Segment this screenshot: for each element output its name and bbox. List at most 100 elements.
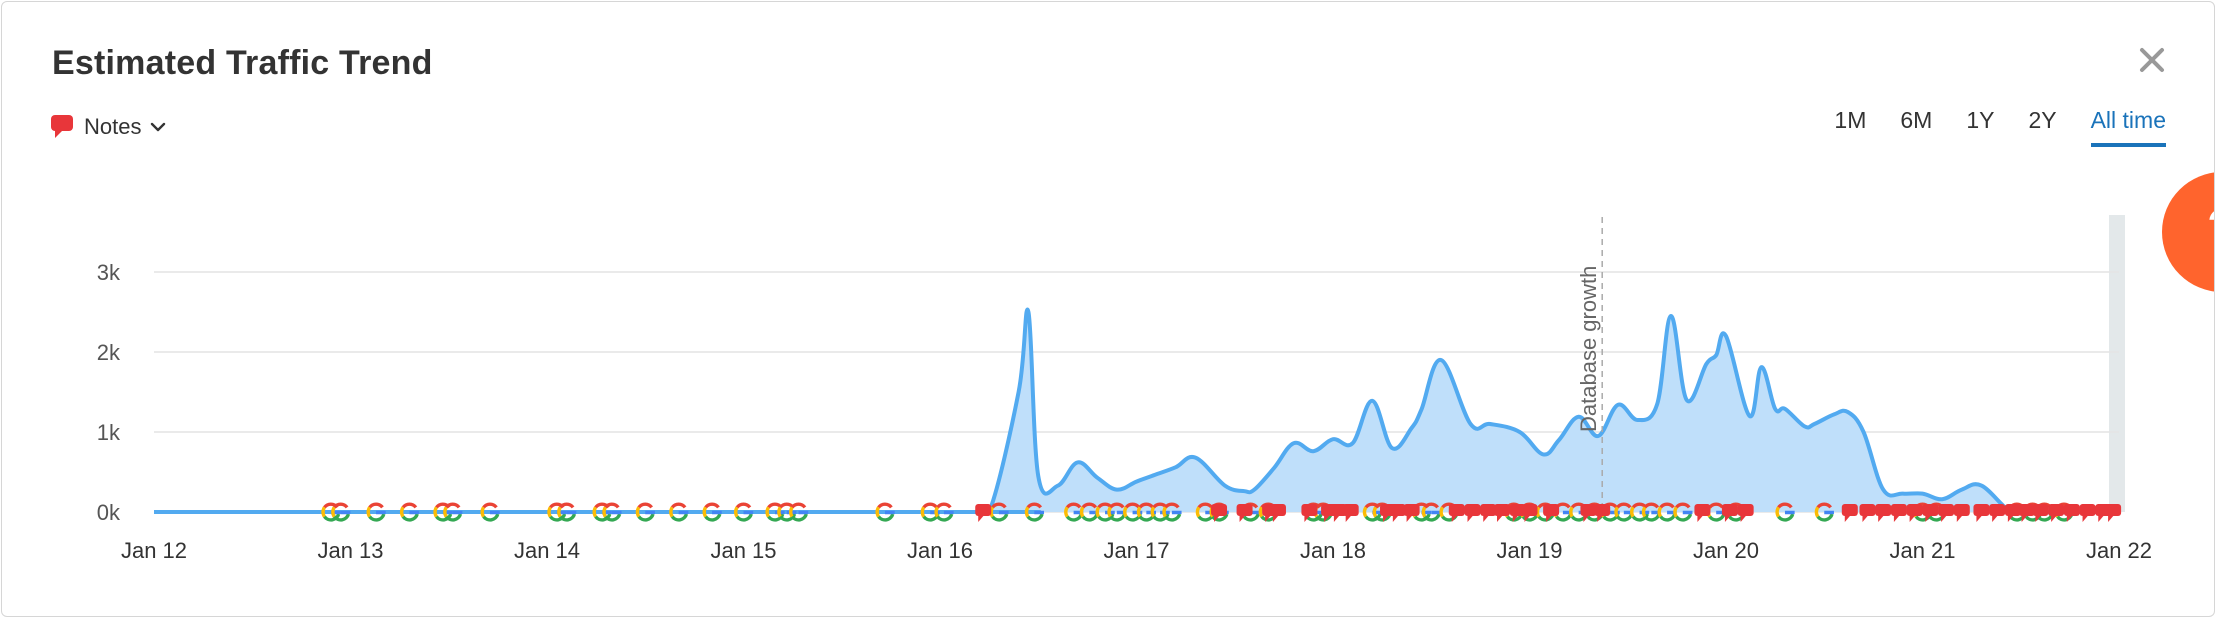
google-update-marker[interactable]: [934, 502, 954, 522]
tab-all-time[interactable]: All time: [2090, 107, 2166, 147]
note-marker[interactable]: [1694, 504, 1711, 522]
note-icon-tail: [1345, 515, 1352, 522]
google-update-marker[interactable]: [1775, 502, 1795, 522]
google-update-marker[interactable]: [702, 502, 722, 522]
google-update-marker[interactable]: [331, 502, 351, 522]
google-update-marker[interactable]: [443, 502, 463, 522]
google-update-marker[interactable]: [635, 502, 655, 522]
note-marker[interactable]: [1301, 504, 1318, 522]
note-icon-tail: [1304, 515, 1311, 522]
google-icon-arc: [1630, 506, 1635, 518]
google-update-marker[interactable]: [875, 502, 895, 522]
y-tick-label: 1k: [97, 420, 121, 445]
note-marker[interactable]: [1737, 504, 1754, 522]
google-icon-bar: [452, 510, 463, 515]
note-marker[interactable]: [1236, 504, 1253, 522]
note-marker[interactable]: [1403, 504, 1420, 522]
google-icon-arc: [1258, 506, 1264, 518]
google-icon-bar: [798, 510, 809, 515]
google-icon-arc: [1109, 502, 1125, 509]
note-marker[interactable]: [1594, 504, 1611, 522]
note-marker[interactable]: [1875, 504, 1892, 522]
note-marker[interactable]: [1480, 504, 1497, 522]
note-icon-body: [1211, 504, 1228, 516]
note-marker[interactable]: [1211, 504, 1228, 522]
note-marker[interactable]: [1464, 504, 1481, 522]
note-marker[interactable]: [1342, 504, 1359, 522]
google-icon-arc: [1643, 502, 1660, 509]
note-marker[interactable]: [1543, 504, 1560, 522]
note-marker[interactable]: [1890, 504, 1907, 522]
google-icon-arc: [1641, 506, 1647, 518]
google-update-marker[interactable]: [399, 502, 420, 522]
note-marker[interactable]: [1521, 504, 1538, 522]
google-icon-arc: [604, 502, 620, 509]
note-marker[interactable]: [2105, 504, 2122, 522]
google-update-marker[interactable]: [734, 502, 754, 522]
google-update-marker[interactable]: [1123, 502, 1143, 522]
note-marker[interactable]: [1269, 504, 1286, 522]
note-marker[interactable]: [1493, 504, 1510, 522]
tab-1m[interactable]: 1M: [1834, 107, 1867, 133]
note-marker[interactable]: [1906, 504, 1923, 522]
close-button[interactable]: [2132, 40, 2172, 80]
tab-2y[interactable]: 2Y: [2028, 107, 2057, 133]
note-icon-body: [1301, 504, 1318, 516]
google-icon-arc: [1535, 506, 1541, 518]
note-marker[interactable]: [2079, 504, 2096, 522]
google-update-marker[interactable]: [480, 502, 500, 522]
note-marker[interactable]: [1922, 504, 1939, 522]
google-icon-arc: [1123, 506, 1128, 518]
google-icon-arc: [704, 502, 720, 509]
google-update-marker[interactable]: [989, 502, 1009, 522]
google-update-marker[interactable]: [669, 502, 689, 522]
google-update-marker[interactable]: [1421, 502, 1441, 522]
tab-6m[interactable]: 6M: [1900, 107, 1933, 133]
note-icon-tail: [2066, 515, 2073, 522]
note-icon-tail: [2082, 515, 2089, 522]
note-marker[interactable]: [1389, 504, 1406, 522]
google-icon-bar: [743, 510, 754, 515]
note-marker[interactable]: [2004, 504, 2021, 522]
google-update-marker[interactable]: [366, 502, 386, 522]
note-marker[interactable]: [1989, 504, 2006, 522]
google-icon-arc: [1614, 506, 1619, 518]
google-icon-arc: [558, 502, 575, 509]
google-update-marker[interactable]: [789, 502, 809, 522]
note-marker[interactable]: [1721, 504, 1738, 522]
google-icon-arc: [936, 513, 954, 522]
google-update-marker[interactable]: [920, 502, 940, 522]
note-marker[interactable]: [975, 504, 992, 522]
google-icon-arc: [1775, 506, 1781, 518]
current-period-band: [2109, 215, 2125, 512]
note-marker[interactable]: [1448, 504, 1465, 522]
google-update-marker[interactable]: [1162, 502, 1182, 522]
note-marker[interactable]: [1841, 504, 1858, 522]
note-icon-body: [1342, 504, 1359, 516]
google-update-marker[interactable]: [1024, 502, 1045, 522]
x-tick-label: Jan 22: [2086, 538, 2152, 563]
google-icon-arc: [767, 513, 785, 522]
note-icon-tail: [1383, 515, 1390, 522]
note-marker[interactable]: [1859, 504, 1876, 522]
google-update-marker[interactable]: [557, 502, 577, 522]
tab-1y[interactable]: 1Y: [1966, 107, 1995, 133]
google-update-marker[interactable]: [1814, 502, 1834, 522]
notes-dropdown[interactable]: Notes: [50, 114, 167, 140]
note-marker[interactable]: [2032, 504, 2049, 522]
note-marker[interactable]: [1973, 504, 1990, 522]
x-tick-label: Jan 18: [1300, 538, 1366, 563]
google-update-marker[interactable]: [602, 502, 622, 522]
note-marker[interactable]: [2018, 504, 2035, 522]
note-marker[interactable]: [1938, 504, 1955, 522]
note-marker[interactable]: [1953, 504, 1970, 522]
google-update-marker[interactable]: [1673, 502, 1693, 522]
google-icon-arc: [331, 506, 336, 518]
note-marker[interactable]: [2048, 504, 2065, 522]
google-icon-arc: [777, 506, 782, 518]
google-icon-arc: [670, 513, 689, 522]
note-marker[interactable]: [2063, 504, 2080, 522]
note-icon-body: [1938, 504, 1955, 516]
note-marker[interactable]: [1580, 504, 1597, 522]
